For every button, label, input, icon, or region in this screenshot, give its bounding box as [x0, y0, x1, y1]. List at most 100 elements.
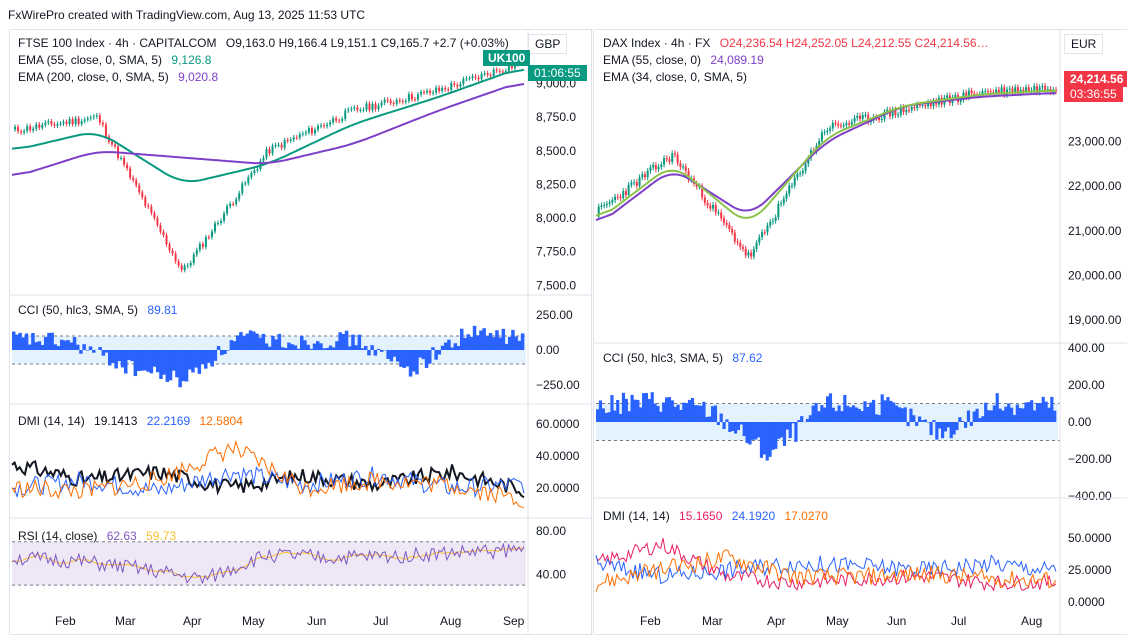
- cci-bar: [293, 345, 298, 350]
- cci-bar: [972, 411, 976, 422]
- cci-bar: [665, 397, 669, 422]
- ftse-ema1-value: 9,126.8: [171, 53, 212, 67]
- candle-body: [763, 232, 766, 234]
- dax-ema1-label: EMA (55, close, 0): [603, 53, 702, 67]
- cci-bar: [309, 348, 314, 350]
- cci-bar: [745, 422, 749, 444]
- cci-bar: [399, 350, 403, 367]
- candle-body: [1033, 86, 1036, 91]
- cci-bar: [389, 350, 394, 362]
- candle-body: [26, 126, 29, 131]
- cci-bar: [258, 337, 262, 350]
- candle-body: [186, 265, 189, 267]
- candle-body: [498, 70, 501, 72]
- ftse-ema1-legend: EMA (55, close, 0, SMA, 5) 9,126.8: [18, 53, 211, 67]
- candle-body: [916, 104, 919, 109]
- candle-body: [183, 265, 186, 270]
- ftse-chart-svg[interactable]: 9,000.08,750.08,500.08,250.08,000.07,750…: [10, 30, 591, 634]
- candle-body: [383, 99, 386, 103]
- cci-bar: [98, 347, 102, 350]
- candle-body: [834, 122, 837, 124]
- cci-bar: [210, 350, 214, 367]
- ftse-dmi-v2: 22.2169: [146, 414, 191, 428]
- candle-body: [932, 100, 935, 107]
- candle-body: [280, 144, 283, 148]
- cci-bar: [415, 350, 419, 375]
- candle-body: [649, 167, 652, 171]
- candle-body: [750, 252, 753, 257]
- candle-body: [413, 99, 416, 101]
- cci-bar: [204, 350, 208, 369]
- cci-bar: [731, 422, 735, 432]
- candle-body: [474, 76, 477, 78]
- ftse-dmi-legend: DMI (14, 14) 19.1413 22.2169 12.5804: [18, 414, 243, 428]
- candle-body: [338, 120, 341, 122]
- candle-body: [53, 124, 56, 126]
- cci-bar: [1024, 402, 1028, 422]
- dax-chart-svg[interactable]: 23,000.00 22,000.00 21,000.00 20,000.00 19,0…: [594, 30, 1127, 634]
- candle-body: [483, 73, 486, 75]
- candle-body: [323, 125, 326, 127]
- ftse-currency-button[interactable]: GBP: [528, 34, 568, 54]
- candle-body: [392, 102, 395, 104]
- candle-body: [633, 182, 636, 184]
- candle-body: [441, 87, 444, 92]
- candle-body: [1044, 85, 1047, 91]
- candle-body: [329, 122, 332, 125]
- candle-body: [614, 196, 617, 201]
- cci-bar: [79, 350, 83, 354]
- candle-body: [213, 223, 216, 232]
- cci-bar: [596, 409, 600, 422]
- candle-body: [739, 242, 742, 248]
- cci-bar: [181, 350, 186, 382]
- cci-bar: [520, 333, 525, 350]
- month-label: Apr: [767, 614, 786, 628]
- candle-body: [356, 107, 359, 111]
- cci-bar: [348, 346, 352, 350]
- ftse-chart-panel[interactable]: 9,000.0 8,750.0 8,500.0 8,250.0 8,000.0 7,750…: [9, 29, 592, 635]
- candle-body: [728, 224, 731, 229]
- cci-bar: [739, 422, 743, 425]
- candle-body: [359, 109, 362, 111]
- cci-bar: [178, 350, 182, 388]
- dax-currency-button[interactable]: EUR: [1064, 34, 1104, 54]
- cci-bar: [705, 416, 709, 422]
- candle-body: [845, 123, 848, 126]
- rsi-tick-label: 40.00: [536, 567, 566, 581]
- dax-chart-panel[interactable]: 23,000.00 22,000.00 21,000.00 20,000.00 19,0…: [593, 29, 1127, 635]
- candle-body: [665, 158, 668, 160]
- candle-body: [495, 69, 498, 71]
- candle-body: [970, 90, 973, 94]
- candle-body: [826, 130, 829, 133]
- cci-bar: [854, 407, 858, 422]
- cci-bar: [696, 405, 700, 422]
- candle-body: [839, 125, 842, 127]
- candle-body: [374, 103, 377, 110]
- candle-body: [902, 107, 905, 113]
- cci-bar: [941, 422, 945, 439]
- cci-bar: [344, 330, 349, 350]
- candle-body: [332, 118, 335, 123]
- cci-bar: [834, 411, 838, 422]
- cci-bar: [133, 350, 138, 377]
- cci-bar: [782, 422, 787, 446]
- ftse-cci-label: CCI (50, hlc3, SMA, 5): [18, 303, 139, 317]
- cci-bar: [284, 347, 288, 350]
- cci-bar: [1021, 408, 1025, 422]
- cci-bar: [659, 411, 663, 422]
- candle-body: [144, 197, 147, 206]
- cci-bar: [127, 350, 131, 360]
- candle-body: [790, 185, 793, 187]
- candle-body: [401, 101, 404, 103]
- cci-bar: [325, 347, 330, 350]
- cci-bar: [765, 422, 769, 461]
- candle-body: [159, 224, 162, 232]
- cci-bar: [762, 422, 766, 455]
- cci-bar: [613, 410, 617, 422]
- candle-body: [722, 218, 725, 223]
- cci-bar: [895, 405, 899, 422]
- candle-body: [89, 117, 92, 119]
- ftse-dmi-v3: 12.5804: [199, 414, 243, 428]
- cci-bar: [935, 422, 939, 440]
- cci-bar: [69, 342, 74, 350]
